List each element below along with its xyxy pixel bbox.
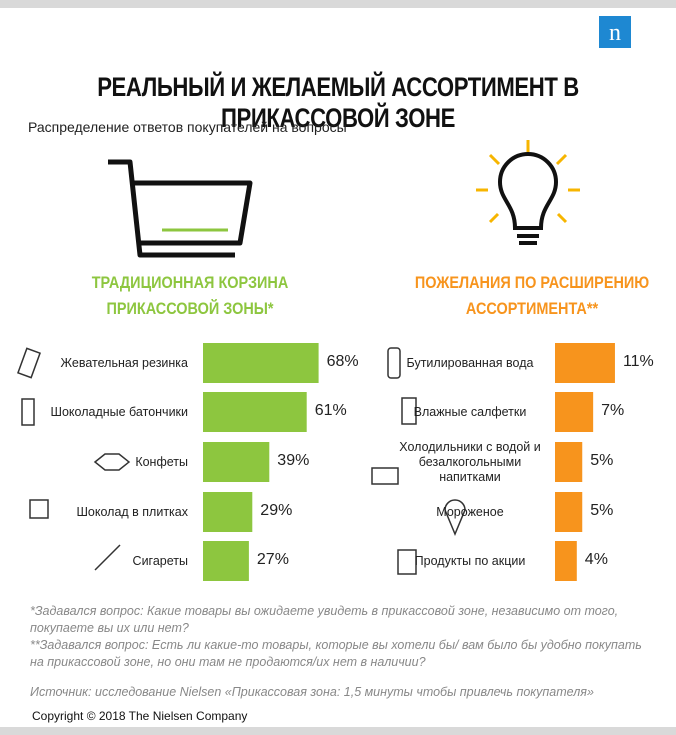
category-label: Жевательная резинка [60,355,188,370]
category-label: Шоколадные батончики [50,404,188,419]
category-label: Продукты по акции [414,553,526,568]
bar [555,492,583,532]
item-icons [17,347,466,575]
value-label: 39% [277,452,310,469]
bar [203,541,249,581]
value-label: 7% [601,402,625,419]
bar [555,541,577,581]
footnote: **Задавался вопрос: Есть ли какие-то тов… [30,638,642,669]
bar [203,343,319,383]
chart-title: ТРАДИЦИОННАЯ КОРЗИНА [91,273,289,292]
bar [555,442,583,482]
category-label: Сигареты [132,553,188,568]
value-label: 4% [584,551,608,568]
category-label: Мороженое [436,504,504,519]
category-label: Шоколад в плитках [76,504,188,519]
logo: n [609,20,621,46]
value-label: 5% [590,452,614,469]
value-label: 27% [256,551,289,568]
bar [203,492,253,532]
value-label: 5% [590,502,614,519]
subtitle: Распределение ответов покупателей на воп… [28,119,347,135]
chart-title: ПРИКАССОВОЙ ЗОНЫ* [106,299,274,318]
bar [203,392,307,432]
bar [203,442,270,482]
source: Источник: исследование Nielsen «Прикассо… [30,685,594,699]
category-label: Конфеты [135,454,188,469]
chart-title: АССОРТИМЕНТА** [465,299,599,318]
value-label: 68% [326,353,359,370]
value-label: 11% [622,353,654,370]
copyright: Copyright © 2018 The Nielsen Company [32,709,248,723]
category-label: Бутилированная вода [406,355,534,370]
value-label: 61% [314,402,347,419]
cart-icon [108,159,253,258]
category-label: Холодильники с водой и безалкогольными н… [399,439,541,484]
chart-title: ПОЖЕЛАНИЯ ПО РАСШИРЕНИЮ [414,273,650,292]
title: РЕАЛЬНЫЙ И ЖЕЛАЕМЫЙ АССОРТИМЕНТ В ПРИКАС… [97,72,579,133]
bar [555,392,594,432]
bulb-icon [476,140,580,245]
bar [555,343,615,383]
logo-box [599,16,631,48]
top-bar [0,0,676,8]
category-label: Влажные салфетки [413,404,527,419]
footnote: *Задавался вопрос: Какие товары вы ожида… [30,604,619,635]
value-label: 29% [260,502,293,519]
bottom-bar [0,727,676,735]
